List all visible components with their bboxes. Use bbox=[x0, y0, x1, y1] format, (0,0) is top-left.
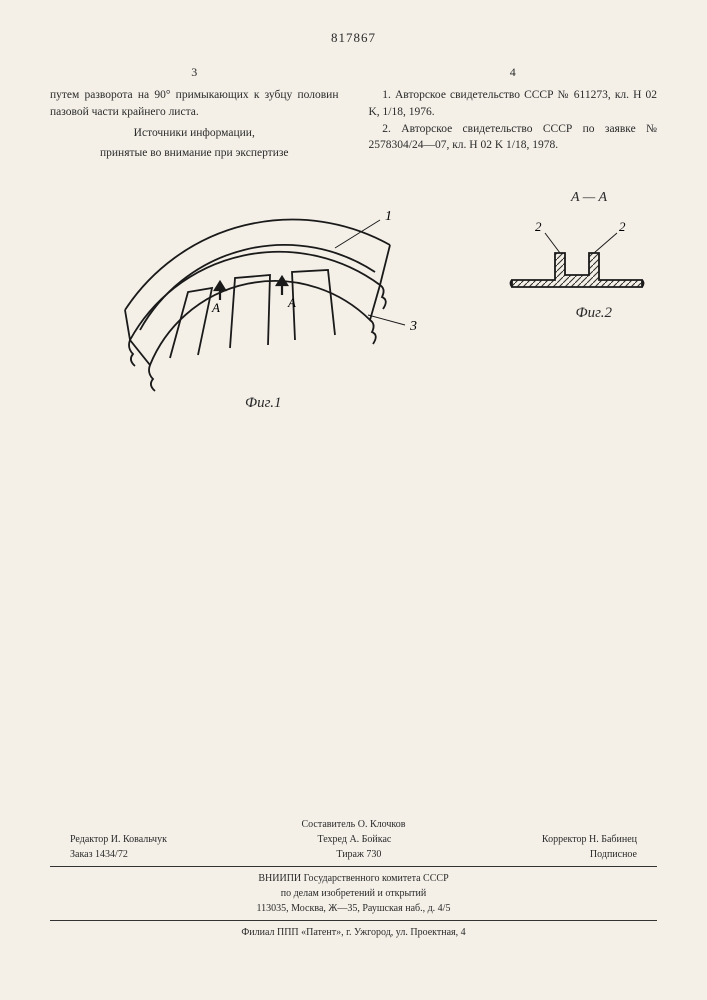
org-line-2: по делам изобретений и открытий bbox=[50, 886, 657, 901]
subscription: Подписное bbox=[590, 847, 637, 862]
left-paragraph: путем разворота на 90° примыкающих к зуб… bbox=[50, 87, 339, 120]
col-num-right: 4 bbox=[369, 64, 658, 81]
callout-3: 3 bbox=[409, 319, 417, 334]
figure-1: A A 1 3 bbox=[70, 190, 440, 420]
footer-rule-1 bbox=[50, 866, 657, 867]
credits-row-2: Заказ 1434/72 Тираж 730 Подписное bbox=[50, 847, 657, 862]
section-marker-a-right: A bbox=[287, 295, 296, 310]
corrector: Корректор Н. Бабинец bbox=[542, 832, 637, 847]
editor: Редактор И. Ковальчук bbox=[70, 832, 167, 847]
tirage: Тираж 730 bbox=[336, 847, 381, 862]
reference-2: 2. Авторское свидетельство СССР по заявк… bbox=[369, 121, 658, 154]
credits-row-1: Редактор И. Ковальчук Техред А. Бойкас К… bbox=[50, 832, 657, 847]
fig2-label: Фиг.2 bbox=[576, 305, 612, 322]
left-column: 3 путем разворота на 90° примыкающих к з… bbox=[50, 64, 339, 162]
callout-2-left: 2 bbox=[535, 219, 542, 234]
techred: Техред А. Бойкас bbox=[318, 832, 392, 847]
right-column: 4 1. Авторское свидетельство СССР № 6112… bbox=[369, 64, 658, 162]
footer-rule-2 bbox=[50, 920, 657, 921]
col-num-left: 3 bbox=[50, 64, 339, 81]
footer-block: Составитель О. Клочков Редактор И. Ковал… bbox=[50, 817, 657, 940]
reference-1: 1. Авторское свидетельство СССР № 611273… bbox=[369, 87, 658, 120]
callout-1: 1 bbox=[385, 209, 392, 224]
compiler-line: Составитель О. Клочков bbox=[50, 817, 657, 832]
fig2-title: A — A bbox=[571, 190, 607, 206]
addr-line-2: Филиал ППП «Патент», г. Ужгород, ул. Про… bbox=[50, 925, 657, 940]
patent-number: 817867 bbox=[50, 30, 657, 46]
fig1-label: Фиг.1 bbox=[245, 395, 281, 412]
section-marker-a-left: A bbox=[211, 300, 220, 315]
callout-2-right: 2 bbox=[619, 219, 626, 234]
order-number: Заказ 1434/72 bbox=[70, 847, 128, 862]
text-columns: 3 путем разворота на 90° примыкающих к з… bbox=[50, 64, 657, 162]
figures-area: A A 1 3 Фиг.1 2 2 A — bbox=[50, 190, 657, 450]
addr-line-1: 113035, Москва, Ж—35, Раушская наб., д. … bbox=[50, 901, 657, 916]
sources-heading-2: принятые во внимание при экспертизе bbox=[50, 145, 339, 162]
org-line-1: ВНИИПИ Государственного комитета СССР bbox=[50, 871, 657, 886]
sources-heading-1: Источники информации, bbox=[50, 125, 339, 142]
